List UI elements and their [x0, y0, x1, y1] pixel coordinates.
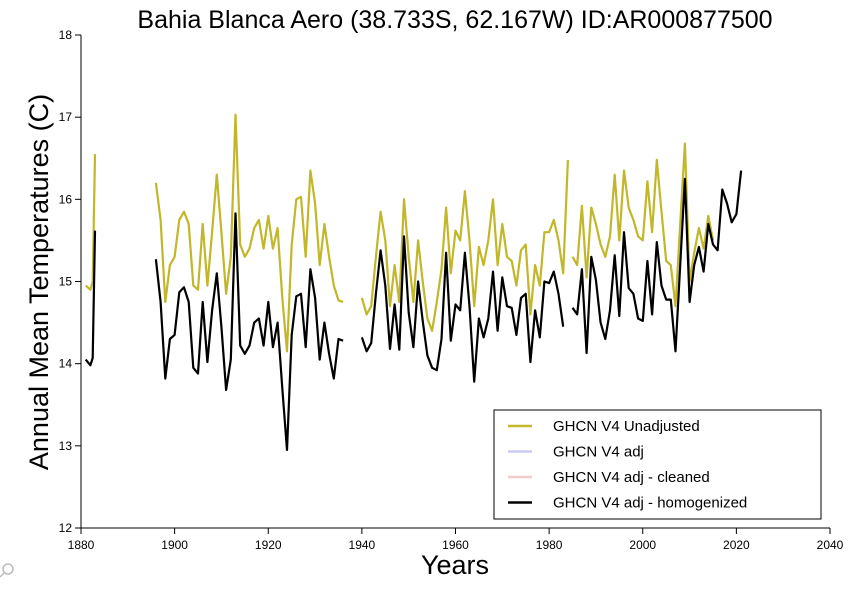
series-line-ghcn-v4-unadjusted — [360, 159, 569, 332]
y-tick-label: 14 — [59, 357, 73, 371]
series-line-ghcn-v4-unadjusted — [84, 154, 97, 291]
x-tick-label: 1960 — [442, 538, 469, 552]
plot-area — [84, 113, 743, 451]
legend-label-ghcn-v4-adj-cleaned: GHCN V4 adj - cleaned — [553, 469, 710, 486]
series-line-ghcn-v4-adj-homogenized — [360, 235, 565, 383]
x-tick-label: 1920 — [255, 538, 282, 552]
y-tick-label: 18 — [59, 28, 73, 42]
x-tick-label: 1980 — [536, 538, 563, 552]
x-axis-label: Years — [421, 550, 489, 580]
y-tick-label: 15 — [59, 275, 73, 289]
y-tick-label: 17 — [59, 110, 73, 124]
y-tick-label: 12 — [59, 521, 73, 535]
legend-label-ghcn-v4-adj-homogenized: GHCN V4 adj - homogenized — [553, 495, 747, 512]
legend-label-ghcn-v4-adj: GHCN V4 adj — [553, 444, 644, 461]
legend: GHCN V4 Unadjusted GHCN V4 adj GHCN V4 adj… — [493, 409, 822, 520]
zoom-icon[interactable] — [0, 560, 16, 580]
x-tick-label: 2000 — [629, 538, 656, 552]
x-tick-label: 1880 — [68, 538, 95, 552]
x-tick-label: 2020 — [723, 538, 750, 552]
y-tick-label: 16 — [59, 192, 73, 206]
x-tick-label: 2040 — [817, 538, 844, 552]
x-tick-label: 1900 — [161, 538, 188, 552]
series-line-ghcn-v4-adj-homogenized — [571, 170, 743, 355]
legend-box — [493, 409, 822, 520]
chart-title: Bahia Blanca Aero (38.733S, 62.167W) ID:… — [137, 6, 772, 34]
series-line-ghcn-v4-adj-homogenized — [84, 230, 97, 367]
y-axis-label: Annual Mean Temperatures (C) — [24, 94, 54, 470]
series-line-ghcn-v4-unadjusted — [154, 113, 344, 353]
legend-label-ghcn-v4-unadjusted: GHCN V4 Unadjusted — [553, 418, 700, 435]
y-tick-label: 13 — [59, 439, 73, 453]
axes: 1880 1900 1920 1940 1960 1980 2000 2020 2040 12 13… — [59, 28, 844, 552]
x-tick-label: 1940 — [349, 538, 376, 552]
series-line-ghcn-v4-adj-homogenized — [154, 212, 344, 451]
